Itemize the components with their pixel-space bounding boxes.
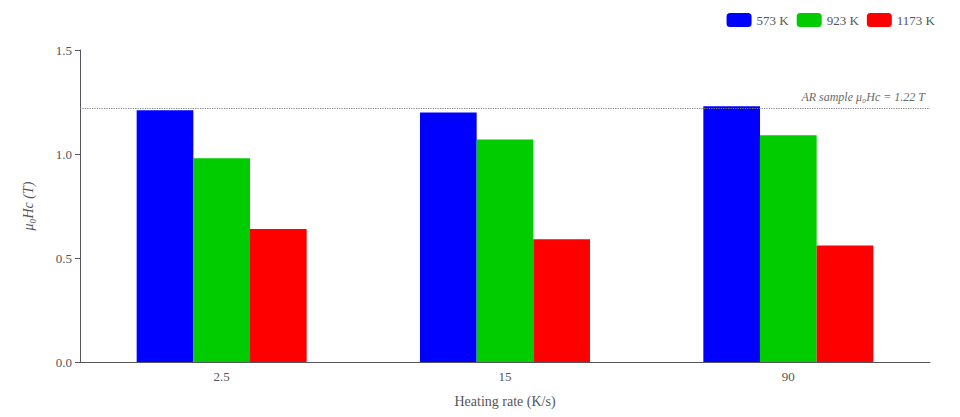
svg-text:0.5: 0.5 (56, 251, 72, 266)
svg-text:1173 K: 1173 K (897, 13, 936, 28)
svg-text:90: 90 (782, 369, 795, 384)
svg-text:0.0: 0.0 (56, 355, 72, 370)
svg-text:Heating rate (K/s): Heating rate (K/s) (454, 394, 555, 410)
svg-text:1.5: 1.5 (56, 43, 72, 58)
svg-text:1.0: 1.0 (56, 147, 72, 162)
svg-text:573 K: 573 K (757, 13, 790, 28)
svg-text:2.5: 2.5 (214, 369, 230, 384)
svg-text:AR sample μ₀Hc = 1.22 T: AR sample μ₀Hc = 1.22 T (800, 90, 926, 104)
svg-text:923 K: 923 K (827, 13, 860, 28)
svg-text:μ₀Hc (T): μ₀Hc (T) (21, 181, 37, 231)
svg-text:15: 15 (499, 369, 512, 384)
